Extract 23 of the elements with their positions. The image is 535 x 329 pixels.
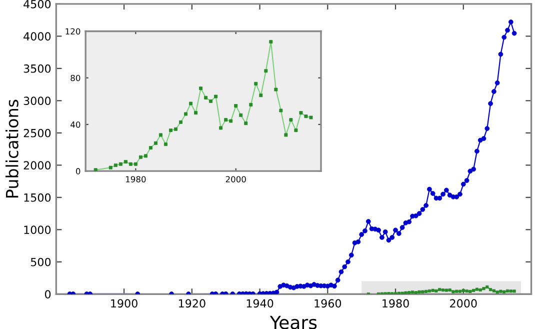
y-tick-label: 0 [76,168,80,174]
y-tick-label: 40 [70,121,80,128]
x-tick-label: 1940 [246,299,274,308]
y-tick-label: 120 [66,28,80,35]
x-tick-label: 2000 [450,299,477,308]
y-tick-label: 80 [70,74,80,82]
x-tick-label: 1900 [111,299,138,308]
y-tick-label: 3000 [24,96,51,106]
y-tick-label: 4000 [24,32,51,41]
x-tick-label: 1920 [178,299,206,308]
y-tick-label: 3500 [24,64,51,73]
x-tick-label: 1980 [382,299,409,308]
y-tick-label: 2000 [24,161,51,170]
y-tick-label: 4500 [24,0,51,8]
y-tick-label: 500 [30,258,51,266]
y-tick-label: 1500 [24,193,51,202]
x-axis-title: Years [270,316,317,329]
y-tick-label: 0 [44,290,51,299]
y-tick-label: 2500 [24,128,51,138]
x-tick-label: 1960 [314,299,342,308]
y-axis-title: Publications [6,100,18,198]
y-tick-label: 1000 [24,226,51,234]
x-tick-label: 1980 [126,176,146,182]
